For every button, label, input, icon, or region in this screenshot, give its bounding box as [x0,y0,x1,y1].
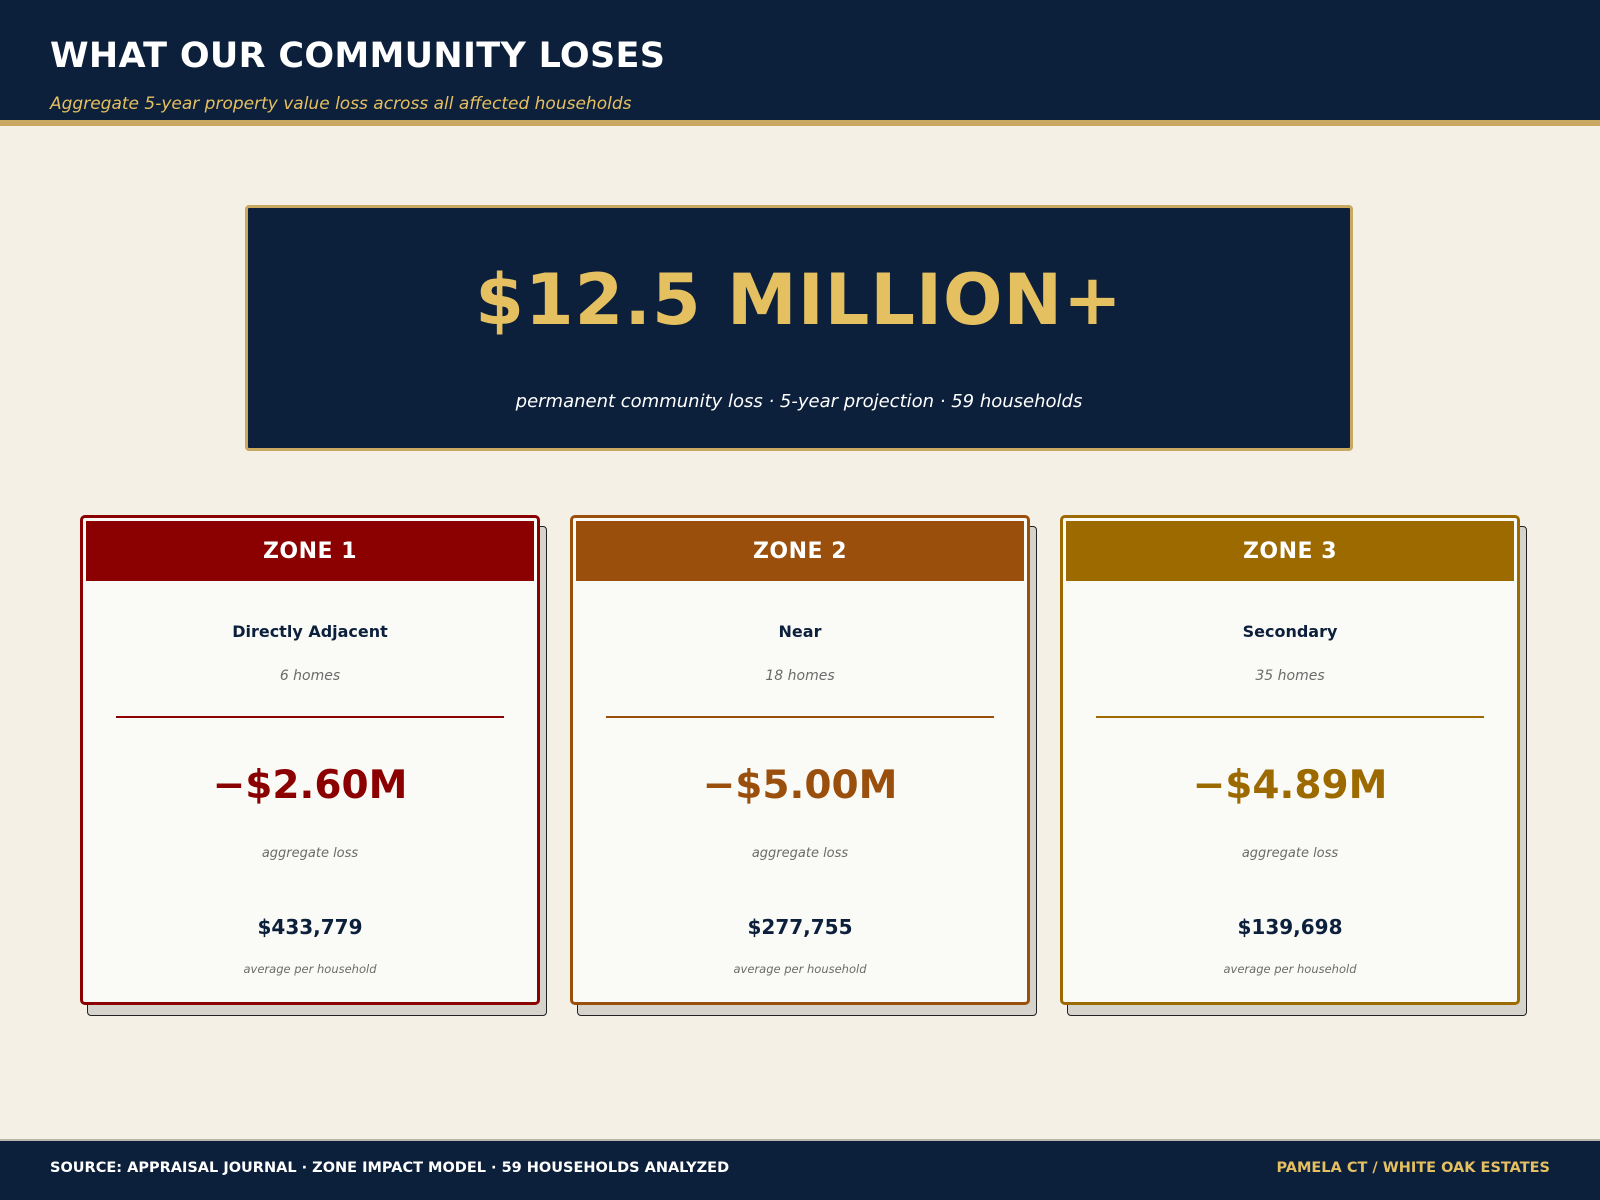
zone-card-body: ZONE 3 Secondary 35 homes −$4.89M aggreg… [1060,515,1520,1005]
header-divider [0,120,1600,126]
zone-loss-label: aggregate loss [261,846,359,861]
zone-average-label: average per household [733,962,867,976]
zone-average-value: $433,779 [257,915,363,939]
zone-loss-value: −$2.60M [212,763,408,808]
zone-loss-value: −$5.00M [702,763,898,808]
zone-card-3: ZONE 3 Secondary 35 homes −$4.89M aggreg… [1060,515,1527,1016]
page-subtitle: Aggregate 5-year property value loss acr… [50,94,632,114]
zone-loss-label: aggregate loss [751,846,849,861]
zone-title: ZONE 1 [86,521,534,581]
footer-location: PAMELA CT / WHITE OAK ESTATES [1276,1160,1550,1176]
zone-loss-value: −$4.89M [1192,763,1388,808]
footer-bar: SOURCE: APPRAISAL JOURNAL · ZONE IMPACT … [0,1139,1600,1200]
total-loss-value: $12.5 MILLION+ [475,259,1123,341]
zone-average-label: average per household [243,962,377,976]
zone-average-value: $277,755 [747,915,853,939]
page-title: WHAT OUR COMMUNITY LOSES [50,36,666,76]
zone-card-1: ZONE 1 Directly Adjacent 6 homes −$2.60M… [80,515,547,1016]
zone-label: Near [778,622,822,641]
zone-title: ZONE 2 [576,521,1024,581]
header-bar: WHAT OUR COMMUNITY LOSES Aggregate 5-yea… [0,0,1600,120]
zone-homes: 18 homes [765,668,835,684]
zone-card-body: ZONE 2 Near 18 homes −$5.00M aggregate l… [570,515,1030,1005]
zone-loss-label: aggregate loss [1241,846,1339,861]
zone-label: Directly Adjacent [232,622,388,641]
zone-divider [606,716,994,718]
total-loss-caption: permanent community loss · 5-year projec… [515,391,1083,412]
zone-homes: 35 homes [1255,668,1325,684]
zone-label: Secondary [1242,622,1338,641]
zone-divider [1096,716,1484,718]
total-loss-panel: $12.5 MILLION+ permanent community loss … [245,205,1353,451]
zone-homes: 6 homes [279,668,341,684]
zone-average-value: $139,698 [1237,915,1343,939]
zone-card-2: ZONE 2 Near 18 homes −$5.00M aggregate l… [570,515,1037,1016]
zone-divider [116,716,504,718]
zone-title: ZONE 3 [1066,521,1514,581]
zone-average-label: average per household [1223,962,1357,976]
zone-card-body: ZONE 1 Directly Adjacent 6 homes −$2.60M… [80,515,540,1005]
footer-source: SOURCE: APPRAISAL JOURNAL · ZONE IMPACT … [50,1160,730,1176]
